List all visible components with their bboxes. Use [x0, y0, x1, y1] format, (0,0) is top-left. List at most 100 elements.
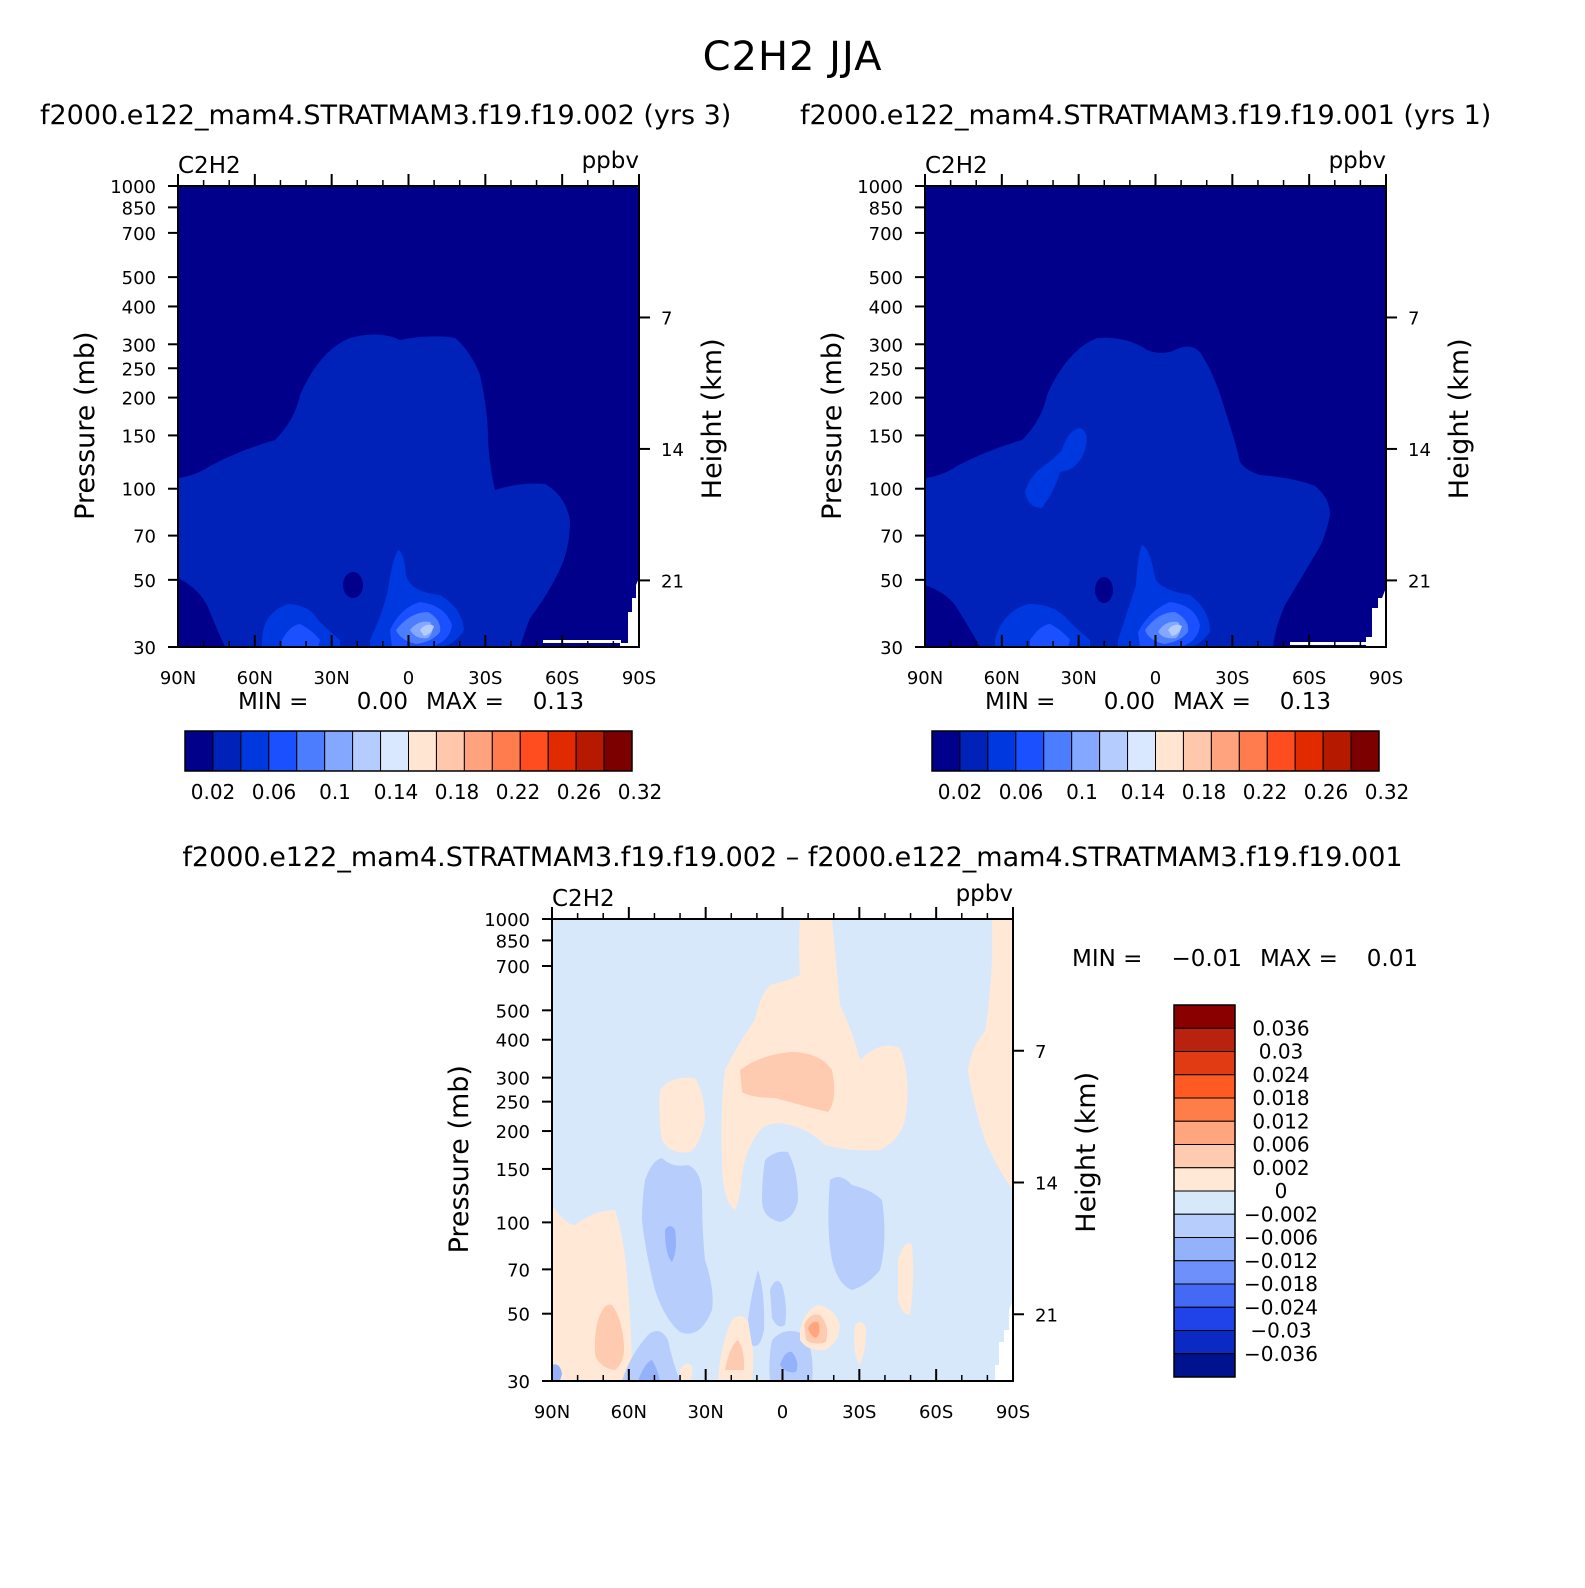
- difference-colorbar-swatch: [1173, 1167, 1236, 1192]
- case1-colorbar-swatch: [296, 730, 326, 772]
- case1-pressure-tick-label: 250: [122, 359, 156, 380]
- case1-ylabel-right: Height (km): [697, 338, 728, 499]
- case2-height-tick-label: 14: [1408, 440, 1431, 461]
- case2-colorbar-label: 0.26: [1304, 780, 1349, 804]
- case2-colorbar-swatch: [959, 730, 989, 772]
- difference-pressure-tick-label: 200: [496, 1122, 530, 1143]
- case1-ylabel-left: Pressure (mb): [70, 332, 101, 520]
- difference-max-label: MAX =: [1260, 946, 1338, 972]
- case1-colorbar-swatch: [547, 730, 577, 772]
- case2-pressure-tick-label: 250: [869, 359, 903, 380]
- difference-colorbar-swatch: [1173, 1306, 1236, 1331]
- case2-pressure-tick-label: 1000: [857, 177, 903, 198]
- case2-pressure-tick-label: 850: [869, 198, 903, 219]
- difference-lat-tick-label: 90N: [534, 1402, 570, 1423]
- case1-max-label: MAX =: [426, 689, 504, 715]
- case1-units-label: ppbv: [582, 148, 639, 174]
- difference-pressure-tick-label: 850: [496, 931, 530, 952]
- difference-colorbar-label: 0.012: [1252, 1109, 1309, 1133]
- case2-lat-tick-label: 30S: [1215, 668, 1249, 689]
- case1-pressure-tick-label: 70: [133, 527, 156, 548]
- case2-lat-tick-label: 30N: [1060, 668, 1096, 689]
- case2-colorbar-label: 0.18: [1182, 780, 1227, 804]
- case1-colorbar-swatch: [435, 730, 465, 772]
- case1-min-label: MIN =: [238, 689, 308, 715]
- case1-pressure-tick-label: 30: [133, 638, 156, 659]
- case2-lat-tick-label: 90S: [1369, 668, 1403, 689]
- difference-colorbar-label: 0.036: [1252, 1016, 1309, 1040]
- case1-pressure-tick-label: 500: [122, 268, 156, 289]
- difference-colorbar-swatch: [1173, 1237, 1236, 1262]
- case2-height-tick-label: 7: [1408, 308, 1419, 329]
- case2-max-value: 0.13: [1280, 689, 1331, 715]
- case2-lat-tick-label: 60S: [1292, 668, 1326, 689]
- difference-min-value: −0.01: [1172, 946, 1242, 972]
- case2-lat-tick-label: 60N: [984, 668, 1020, 689]
- difference-colorbar-label: 0.03: [1259, 1040, 1304, 1064]
- difference-height-tick-label: 14: [1035, 1174, 1058, 1195]
- case2-colorbar-label: 0.32: [1365, 780, 1410, 804]
- case2-colorbar-swatch: [1127, 730, 1156, 772]
- case2-colorbar-swatch: [987, 730, 1017, 772]
- difference-colorbar-swatch: [1173, 1330, 1236, 1355]
- case2-ylabel-left: Pressure (mb): [817, 332, 848, 520]
- case1-colorbar-frame: [184, 730, 633, 772]
- case1-colorbar-label: 0.26: [557, 780, 602, 804]
- case1-colorbar-swatch: [408, 730, 437, 772]
- difference-lat-tick-label: 30S: [842, 1402, 876, 1423]
- difference-ylabel-left: Pressure (mb): [444, 1065, 475, 1253]
- case1-colorbar-swatch: [491, 730, 521, 772]
- case2-colorbar-swatch: [1182, 730, 1212, 772]
- case1-max-value: 0.13: [533, 689, 584, 715]
- case1-pressure-tick-label: 300: [122, 335, 156, 356]
- case1-height-tick-label: 21: [661, 571, 684, 592]
- case2-colorbar-label: 0.14: [1121, 780, 1166, 804]
- difference-colorbar-label: −0.012: [1244, 1249, 1318, 1273]
- case2-height-tick-label: 21: [1408, 571, 1431, 592]
- difference-colorbar-swatch: [1173, 1260, 1236, 1285]
- case1-lat-tick-label: 30N: [313, 668, 349, 689]
- difference-units-label: ppbv: [956, 881, 1013, 907]
- case2-colorbar-swatch: [1043, 730, 1073, 772]
- difference-pressure-tick-label: 700: [496, 957, 530, 978]
- difference-colorbar-label: 0: [1275, 1179, 1288, 1203]
- case1-lat-tick-label: 0: [403, 668, 414, 689]
- case2-colorbar-label: 0.22: [1243, 780, 1288, 804]
- case2-axes: C2H2 ppbv30507010015020025030040050070085…: [817, 148, 1475, 715]
- difference-colorbar-label: 0.024: [1252, 1063, 1309, 1087]
- case2-colorbar-swatch: [1210, 730, 1240, 772]
- case1-variable-label: C2H2: [178, 153, 241, 179]
- case2-colorbar-swatch: [1099, 730, 1129, 772]
- difference-colorbar: 0.0360.030.0240.0180.0120.0060.0020−0.00…: [1173, 1004, 1318, 1378]
- case1-colorbar-swatch: [352, 730, 382, 772]
- case1-colorbar-swatch: [212, 730, 242, 772]
- case1-colorbar-label: 0.1: [319, 780, 351, 804]
- case1-colorbar-label: 0.02: [191, 780, 236, 804]
- difference-height-tick-label: 21: [1035, 1305, 1058, 1326]
- case1-lat-tick-label: 90S: [622, 668, 656, 689]
- case1-colorbar-swatch: [575, 730, 605, 772]
- case2-ylabel-right: Height (km): [1444, 338, 1475, 499]
- case1-colorbar-swatch: [268, 730, 298, 772]
- case2-variable-label: C2H2: [925, 153, 988, 179]
- case2-min-label: MIN =: [985, 689, 1055, 715]
- case2-pressure-tick-label: 30: [880, 638, 903, 659]
- case2-colorbar-swatch: [931, 730, 961, 772]
- case2-colorbar-swatch: [1155, 730, 1184, 772]
- difference-max-value: 0.01: [1367, 946, 1418, 972]
- difference-lat-tick-label: 60N: [611, 1402, 647, 1423]
- case2-colorbar-swatch: [1015, 730, 1045, 772]
- case2-colorbar-swatch: [1071, 730, 1101, 772]
- case1-colorbar-swatch: [519, 730, 549, 772]
- difference-colorbar-label: −0.03: [1250, 1319, 1311, 1343]
- case1-title: f2000.e122_mam4.STRATMAM3.f19.f19.002 (y…: [40, 100, 732, 131]
- difference-colorbar-swatch: [1173, 1190, 1236, 1215]
- difference-colorbar-swatch: [1173, 1120, 1236, 1145]
- case1-pressure-tick-label: 850: [122, 198, 156, 219]
- difference-colorbar-label: −0.018: [1244, 1272, 1318, 1296]
- case2-colorbar: 0.02 0.06 0.1 0.14 0.18 0.22 0.26 0.32: [931, 730, 1410, 804]
- difference-pressure-tick-label: 1000: [484, 910, 530, 931]
- figure-title: C2H2 JJA: [702, 34, 883, 80]
- case1-pressure-tick-label: 200: [122, 389, 156, 410]
- case1-pressure-tick-label: 1000: [110, 177, 156, 198]
